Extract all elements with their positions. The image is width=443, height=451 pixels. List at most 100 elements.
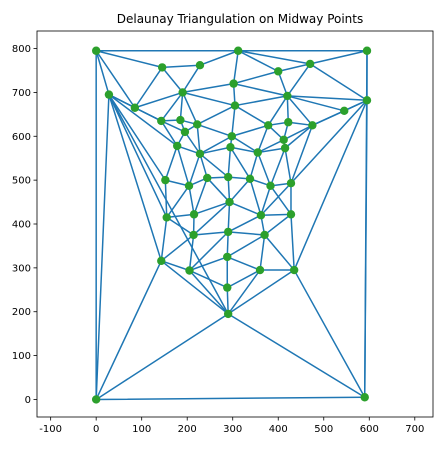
triangulation-edge xyxy=(257,124,269,154)
triangulation-edge xyxy=(108,93,163,262)
triangulation-edge xyxy=(284,124,314,149)
triangulation-edge xyxy=(311,99,368,127)
triangulation-edge xyxy=(108,93,167,181)
triangulation-edge xyxy=(228,201,262,216)
triangulation-edge xyxy=(108,93,178,147)
triangulation-edge xyxy=(234,104,269,127)
triangulation-edge xyxy=(226,269,261,289)
data-point xyxy=(255,265,265,275)
triangulation-edge xyxy=(227,269,261,315)
data-point xyxy=(280,143,290,153)
data-point xyxy=(185,266,194,275)
y-tick-label: 700 xyxy=(12,88,31,99)
triangulation-edge xyxy=(193,177,208,216)
triangulation-edge xyxy=(181,91,198,126)
triangulation-edge xyxy=(164,179,168,219)
data-point xyxy=(176,115,185,125)
triangulation-edge xyxy=(199,49,239,66)
triangulation-edge xyxy=(286,95,368,102)
data-point xyxy=(189,210,199,219)
x-tick-label: 200 xyxy=(178,424,197,435)
triangulation-edge xyxy=(282,124,314,141)
triangulation-edge xyxy=(249,178,262,216)
triangulation-edge xyxy=(231,124,269,138)
triangulation-edge xyxy=(231,104,236,138)
triangulation-edge xyxy=(227,269,295,315)
data-point xyxy=(229,79,238,88)
triangulation-edge xyxy=(229,146,251,180)
triangulation-edge xyxy=(196,123,233,138)
triangulation-edge xyxy=(188,185,195,216)
triangulation-edge xyxy=(227,201,231,233)
data-point xyxy=(227,132,237,141)
triangulation-edge xyxy=(181,91,236,107)
data-point xyxy=(172,141,182,151)
y-tick-label: 300 xyxy=(12,263,31,274)
data-point xyxy=(223,252,232,262)
triangulation-edge xyxy=(293,99,368,271)
triangulation-edge xyxy=(290,124,314,184)
triangulation-edge xyxy=(227,231,266,236)
data-point xyxy=(91,395,101,404)
data-point xyxy=(226,143,235,152)
triangulation-edge xyxy=(232,82,289,97)
data-point xyxy=(340,106,349,116)
data-point xyxy=(279,135,288,144)
x-tick-label: 700 xyxy=(405,424,424,435)
data-point xyxy=(189,230,198,240)
triangulation-edge xyxy=(165,216,195,236)
data-point xyxy=(157,256,166,266)
triangulation-edge xyxy=(192,201,231,236)
triangulation-edge xyxy=(257,139,285,154)
data-point xyxy=(195,149,205,159)
triangulation-edge xyxy=(160,216,168,262)
triangulation-edge xyxy=(188,269,229,315)
triangulation-edge xyxy=(309,63,368,102)
triangulation-edge xyxy=(237,49,279,73)
triangulation-edge xyxy=(284,147,292,184)
triangulation-edge xyxy=(176,145,190,187)
triangulation-edge xyxy=(237,49,311,65)
y-tick-label: 100 xyxy=(12,351,31,362)
triangulation-edge xyxy=(257,151,272,187)
triangulation-edge xyxy=(263,234,295,271)
triangulation-edge xyxy=(269,147,286,187)
data-point xyxy=(305,59,315,69)
data-point xyxy=(162,213,171,222)
triangulation-edge xyxy=(249,151,259,180)
data-point xyxy=(161,175,170,185)
triangulation-edges xyxy=(95,49,368,401)
data-point xyxy=(266,181,275,191)
triangulation-edge xyxy=(226,286,229,315)
triangulation-edge xyxy=(181,64,201,94)
x-axis: -100 0 100 200 300 400 500 600 700 xyxy=(39,417,424,435)
y-tick-label: 800 xyxy=(12,44,31,55)
x-tick-label: 400 xyxy=(269,424,288,435)
data-point xyxy=(260,230,269,240)
data-point xyxy=(308,121,317,130)
triangulation-edge xyxy=(188,256,229,272)
triangulation-edge xyxy=(95,49,110,96)
triangulation-edge xyxy=(277,70,289,97)
x-tick-label: 600 xyxy=(360,424,379,435)
triangulation-edge xyxy=(160,234,195,262)
triangulation-edge xyxy=(199,146,232,155)
data-point xyxy=(225,197,234,207)
triangulation-edge xyxy=(95,313,229,401)
triangulation-edge xyxy=(179,91,184,121)
triangulation-edge xyxy=(286,95,345,112)
data-point xyxy=(286,210,296,219)
y-tick-label: 200 xyxy=(12,307,31,318)
triangulation-edge xyxy=(232,70,279,85)
data-point xyxy=(184,181,194,191)
triangulation-edge xyxy=(227,313,366,399)
triangulation-edge xyxy=(227,214,262,233)
y-tick-label: 400 xyxy=(12,220,31,231)
y-tick-label: 0 xyxy=(25,395,31,406)
triangulation-edge xyxy=(95,93,110,401)
x-tick-label: -100 xyxy=(39,424,62,435)
triangulation-edge xyxy=(260,185,272,216)
triangulation-edge xyxy=(196,104,236,126)
triangulation-edge xyxy=(164,145,178,181)
data-point xyxy=(223,283,232,292)
